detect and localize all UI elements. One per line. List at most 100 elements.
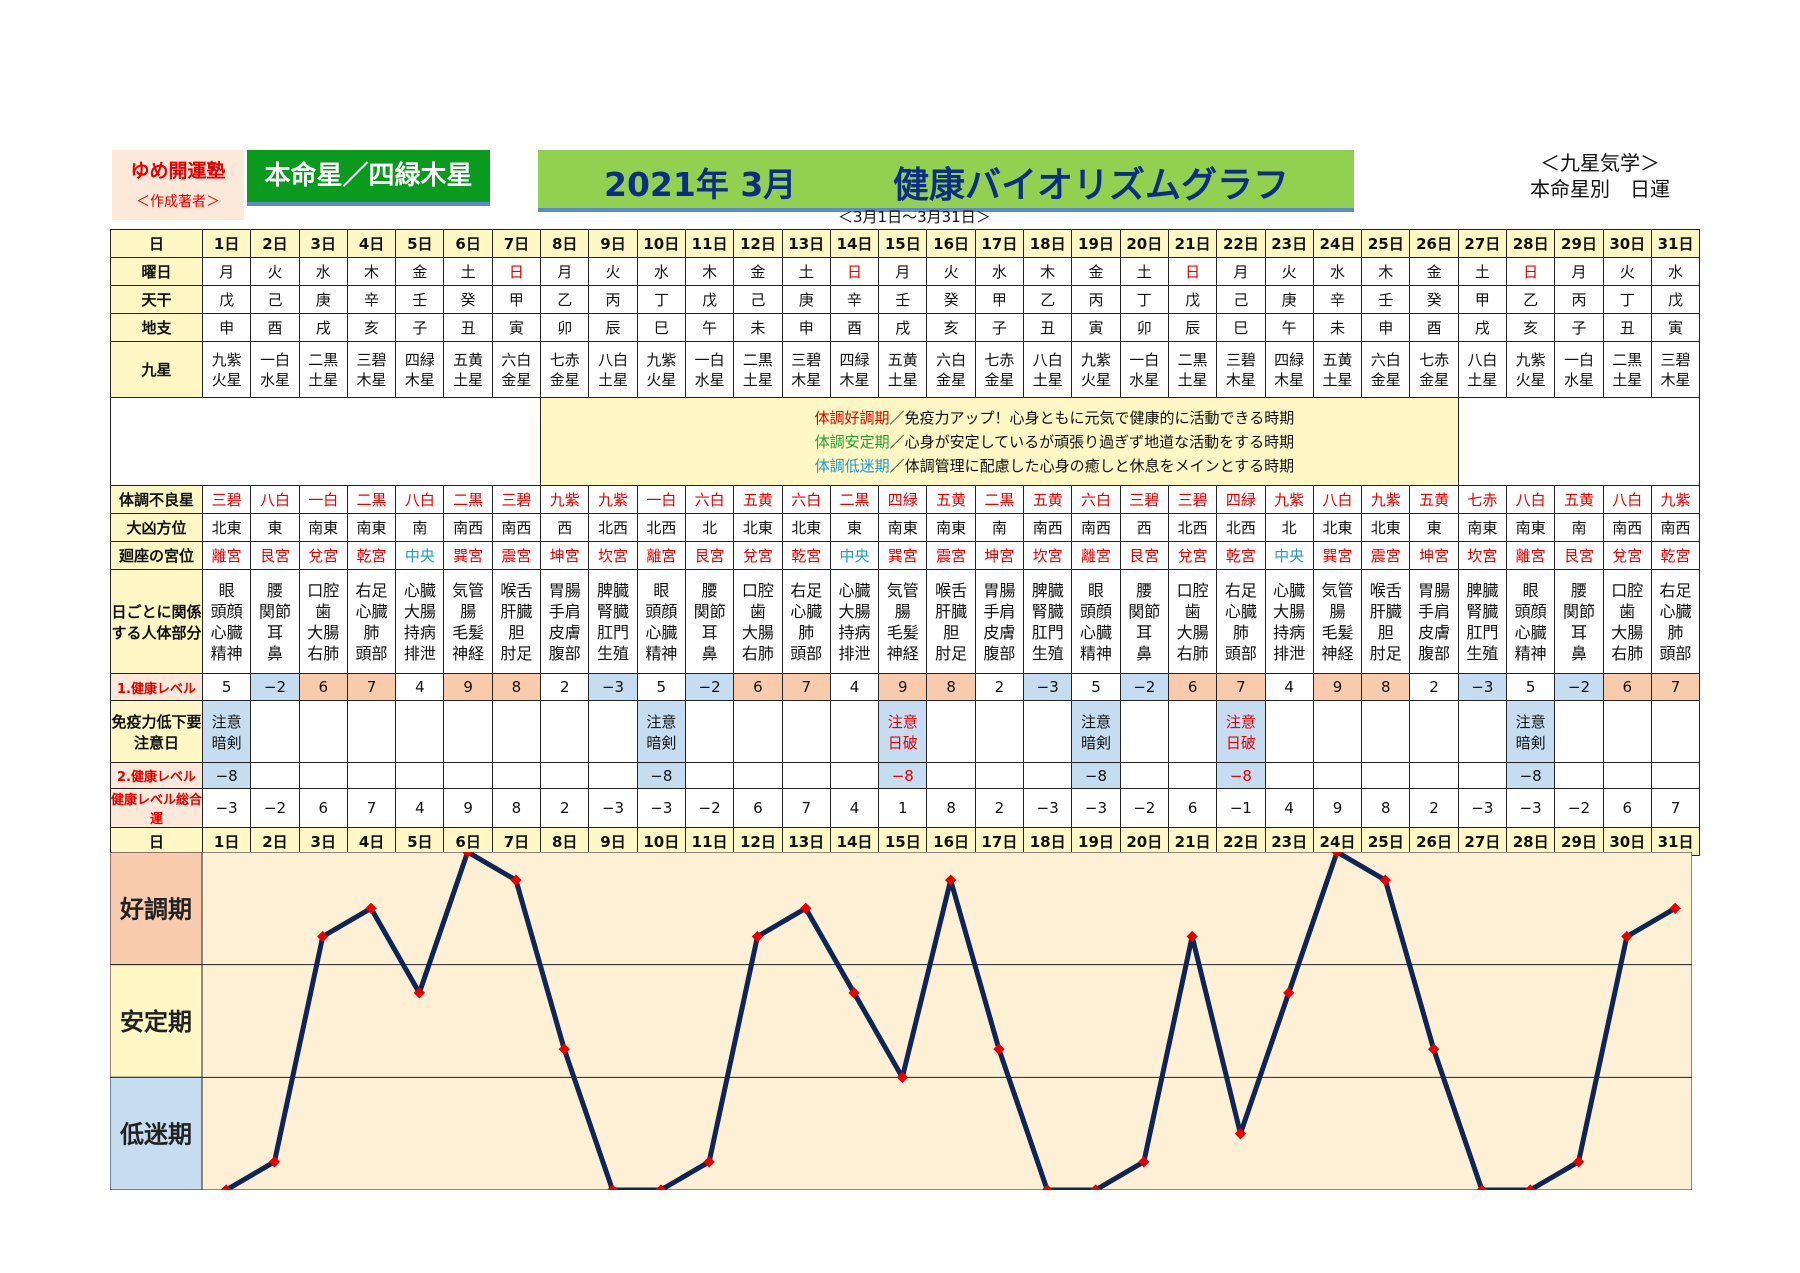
day-cell: 26日 <box>1409 229 1459 258</box>
kaiza-cell: 兌宮 <box>733 541 783 570</box>
body-part: 右足 <box>1224 580 1257 600</box>
day-cell: 28日 <box>1506 229 1556 258</box>
total-cell: 2 <box>540 788 590 828</box>
level2-cell <box>781 762 831 789</box>
body-part: 胆 <box>1377 622 1394 642</box>
tenkan-cell: 己 <box>733 285 783 314</box>
body-part: 精神 <box>1079 643 1112 663</box>
level1-cell: −3 <box>1023 673 1073 701</box>
weekday-cell: 水 <box>1650 257 1701 286</box>
data-point <box>1621 930 1633 943</box>
body-part: 心臓 <box>1079 622 1112 642</box>
body-part: 毛髪 <box>452 622 485 642</box>
body-row: 日ごとに関係する人体部分眼頭顔 心臓 精神腰関節耳鼻口腔歯大腸 右肺 右足 心臓肺頭部 心臓… <box>110 569 1701 674</box>
level2-cell <box>346 762 397 789</box>
level1-cell: 4 <box>829 673 880 701</box>
body-part: 喉舌 <box>935 580 968 600</box>
tenkan-cell: 甲 <box>1457 285 1508 314</box>
total-cell: 6 <box>298 788 348 828</box>
weekday-cell: 木 <box>346 257 397 286</box>
tenkan-cell: 庚 <box>781 285 831 314</box>
kyusei-cell: 五黄 土星 <box>443 341 493 398</box>
day-cell: 9日 <box>588 229 638 258</box>
kyusei-line: 九紫 <box>211 350 242 369</box>
chishi-cell: 子 <box>395 313 445 342</box>
chishi-cell: 巳 <box>636 313 686 342</box>
body-part: 頭顔 <box>645 601 678 621</box>
immune-cell <box>250 700 300 763</box>
immune-cell <box>1650 700 1701 763</box>
kaiza-cell: 中央 <box>1264 541 1314 570</box>
daikyo-cell: 南 <box>974 513 1025 542</box>
tenkan-cell: 丙 <box>1071 285 1121 314</box>
legend-line: 体調低迷期／体調管理に配慮した心身の癒しと休息をメインとする時期 <box>542 454 1458 478</box>
level2-cell: −8 <box>1071 762 1121 789</box>
level1-cell: 9 <box>878 673 928 701</box>
kyusei-line: 水星 <box>259 370 290 389</box>
total-cell: 9 <box>1312 788 1363 828</box>
level1-cell: 9 <box>1312 673 1363 701</box>
kyusei-line: 土星 <box>887 370 918 389</box>
data-point <box>1138 1156 1150 1168</box>
data-point <box>1524 1184 1536 1190</box>
level1-cell: 6 <box>298 673 348 701</box>
furyo-cell: 三碧 <box>1119 485 1169 514</box>
kyusei-line: 土星 <box>1322 370 1353 389</box>
total-cell: −2 <box>1554 788 1604 828</box>
kyusei-line: 金星 <box>1370 370 1401 389</box>
body-part: 頭部 <box>355 643 388 663</box>
day-row: 日 1日 2日 3日 4日 5日 6日 7日 8日 9日 10日 11日 12日 13日 14日 15日 16日… <box>110 229 1701 258</box>
kyusei-line: 金星 <box>549 370 580 389</box>
kyusei-cell: 二黒 土星 <box>1602 341 1652 398</box>
body-cell: 眼頭顔 心臓 精神 <box>1506 569 1556 674</box>
legend-blank <box>1457 397 1701 486</box>
body-cell: 気管腸毛髪 神経 <box>1312 569 1363 674</box>
body-part: 右足 <box>790 580 823 600</box>
immune-cell: 注意 暗剣 <box>1506 700 1556 763</box>
level2-cell <box>1312 762 1363 789</box>
level2-cell: −8 <box>1216 762 1266 789</box>
kyusei-line: 木星 <box>1274 370 1305 389</box>
furyo-cell: 三碧 <box>491 485 542 514</box>
chishi-label: 地支 <box>110 313 203 342</box>
body-part: 腎臓 <box>1466 601 1499 621</box>
kyusei-cell: 四緑 木星 <box>395 341 445 398</box>
day-cell: 23日 <box>1264 229 1314 258</box>
level1-cell: 5 <box>636 673 686 701</box>
day-footer-cell: 12日 <box>733 827 783 856</box>
body-part: 耳 <box>1136 622 1153 642</box>
weekday-cell: 火 <box>588 257 638 286</box>
immune-cell: 注意 暗剣 <box>201 700 252 763</box>
total-cell: 6 <box>1602 788 1652 828</box>
data-point <box>1234 1128 1247 1140</box>
body-cell: 気管腸毛髪 神経 <box>878 569 928 674</box>
tenkan-cell: 癸 <box>926 285 976 314</box>
kyusei-line: 四緑 <box>404 350 435 369</box>
level2-cell <box>491 762 542 789</box>
body-label: 日ごとに関係する人体部分 <box>110 569 203 674</box>
body-part: 肝臓 <box>935 601 968 621</box>
tenkan-cell: 戊 <box>1650 285 1701 314</box>
day-footer-cell: 18日 <box>1023 827 1073 856</box>
weekday-cell: 土 <box>1119 257 1169 286</box>
band-low-label: 低迷期 <box>119 1121 192 1149</box>
immune-label: 免疫力低下要注意日 <box>110 700 203 763</box>
data-point <box>606 1184 619 1190</box>
day-footer-cell: 29日 <box>1554 827 1604 856</box>
chishi-cell: 亥 <box>1506 313 1556 342</box>
kyusei-cell: 八白 土星 <box>1023 341 1073 398</box>
body-part: 心臓 <box>1514 622 1547 642</box>
furyo-cell: 八白 <box>1312 485 1363 514</box>
body-part: 生殖 <box>1031 643 1064 663</box>
date-range: ＜3月1日～3月31日＞ <box>838 208 991 226</box>
body-part: 心臓 <box>1273 580 1306 600</box>
body-cell: 眼頭顔 心臓 精神 <box>201 569 252 674</box>
level2-label: 2.健康レベル <box>110 762 203 789</box>
furyo-cell: 三碧 <box>1167 485 1218 514</box>
weekday-cell: 日 <box>1167 257 1218 286</box>
body-part: 腰 <box>266 580 283 600</box>
body-part: 心臓 <box>645 622 678 642</box>
body-part: 右肺 <box>1176 643 1209 663</box>
total-cell: 4 <box>1264 788 1314 828</box>
level2-cell: −8 <box>201 762 252 789</box>
